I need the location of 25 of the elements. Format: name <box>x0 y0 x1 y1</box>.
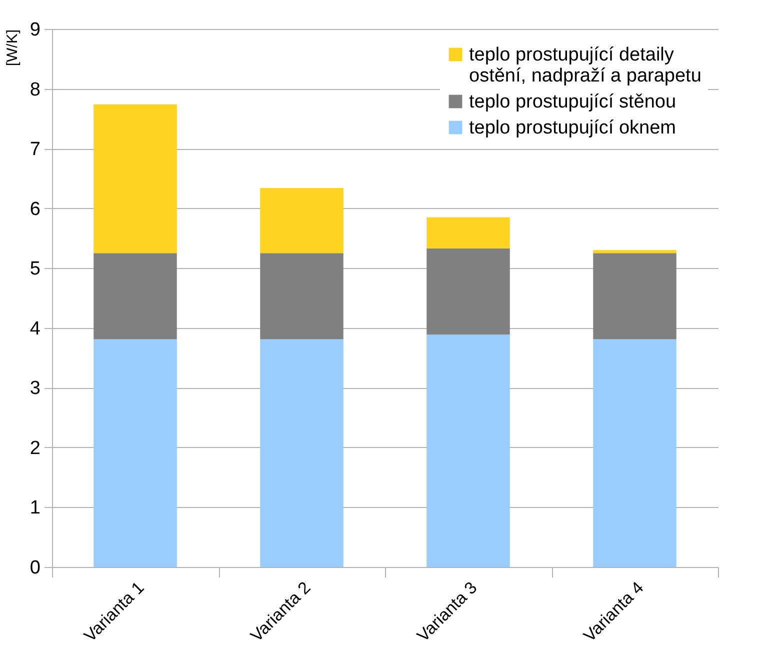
bar <box>94 339 177 567</box>
y-tick-label: 6 <box>30 198 40 220</box>
y-tick-label: 9 <box>30 20 40 40</box>
bar <box>94 104 177 254</box>
bar <box>593 253 676 340</box>
bar <box>426 248 510 334</box>
y-tick-label: 1 <box>30 498 40 519</box>
bar <box>426 217 510 248</box>
bar <box>260 253 344 340</box>
legend-label: teplo prostupující stěnou <box>469 92 676 112</box>
y-tick-label: 0 <box>30 558 40 578</box>
y-tick-label: 8 <box>30 79 40 100</box>
y-tick-label: 7 <box>30 139 40 160</box>
bar <box>426 334 510 567</box>
bar <box>593 250 676 254</box>
y-axis-title: [W/K] <box>4 30 21 66</box>
y-tick-label: 2 <box>30 438 40 459</box>
bar <box>260 188 344 254</box>
y-tick-label: 3 <box>30 378 40 400</box>
bar <box>260 339 344 567</box>
y-tick-label: 4 <box>30 318 41 340</box>
bar <box>94 253 177 340</box>
legend-label: teplo prostupující oknem <box>469 118 676 138</box>
bar <box>593 339 676 567</box>
y-tick-label: 5 <box>30 258 40 280</box>
